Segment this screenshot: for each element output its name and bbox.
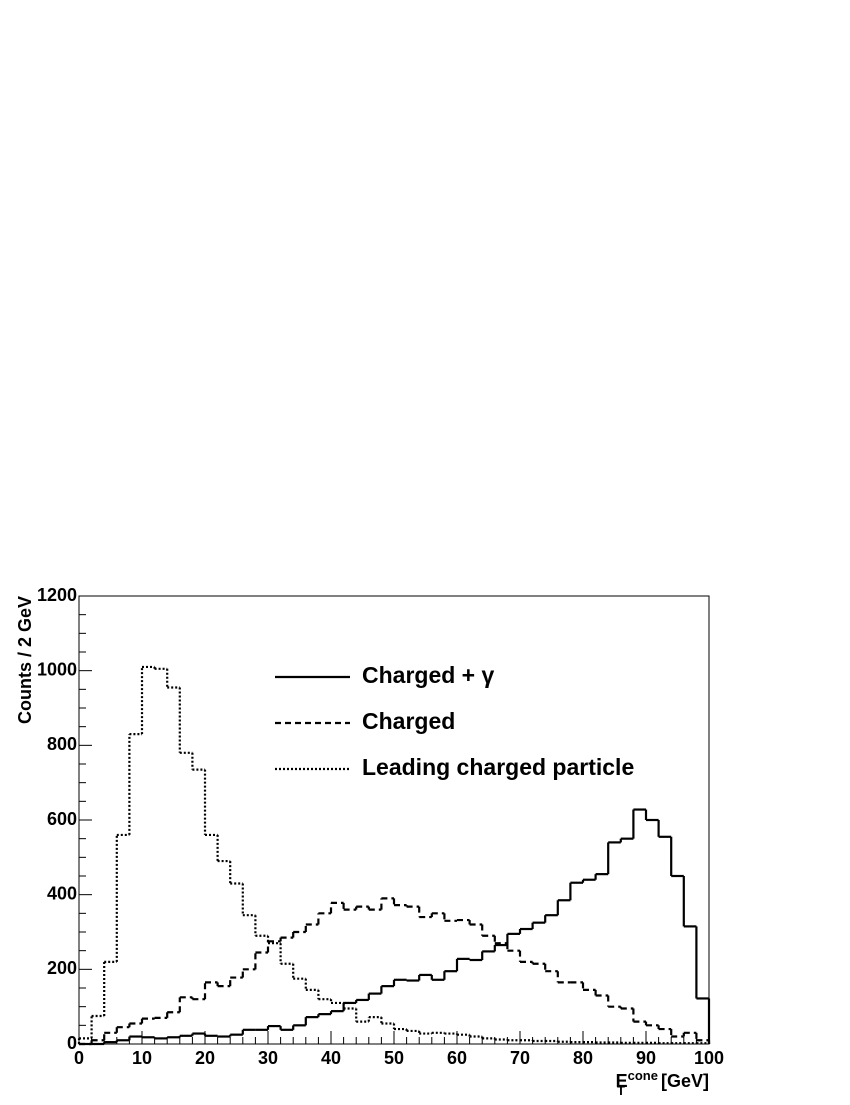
y-tick-label: 600 (47, 809, 77, 829)
y-axis-label: Counts / 2 GeV (15, 596, 35, 724)
x-tick-label: 40 (321, 1048, 341, 1068)
x-tick-label: 60 (447, 1048, 467, 1068)
legend-label: Leading charged particle (362, 754, 634, 780)
x-label-sup: cone (628, 1068, 658, 1083)
legend-label: Charged + γ (362, 662, 495, 688)
x-tick-label: 50 (384, 1048, 404, 1068)
y-tick-label: 0 (67, 1033, 77, 1053)
x-axis-label: Econe [GeV] (616, 1068, 709, 1091)
y-tick-label: 1200 (37, 585, 77, 605)
x-tick-label: 100 (694, 1048, 724, 1068)
x-tick-label: 80 (573, 1048, 593, 1068)
x-tick-label: 70 (510, 1048, 530, 1068)
y-tick-label: 1000 (37, 659, 77, 679)
x-tick-label: 20 (195, 1048, 215, 1068)
legend-label: Charged (362, 708, 455, 734)
x-tick-label: 10 (132, 1048, 152, 1068)
y-tick-label: 800 (47, 734, 77, 754)
y-tick-label: 200 (47, 958, 77, 978)
y-tick-label: 400 (47, 883, 77, 903)
x-label-sub: T (617, 1083, 625, 1098)
x-tick-label: 0 (74, 1048, 84, 1068)
x-label-base: E (616, 1071, 628, 1091)
x-label-unit: [GeV] (661, 1071, 709, 1091)
x-tick-label: 30 (258, 1048, 278, 1068)
x-tick-label: 90 (636, 1048, 656, 1068)
